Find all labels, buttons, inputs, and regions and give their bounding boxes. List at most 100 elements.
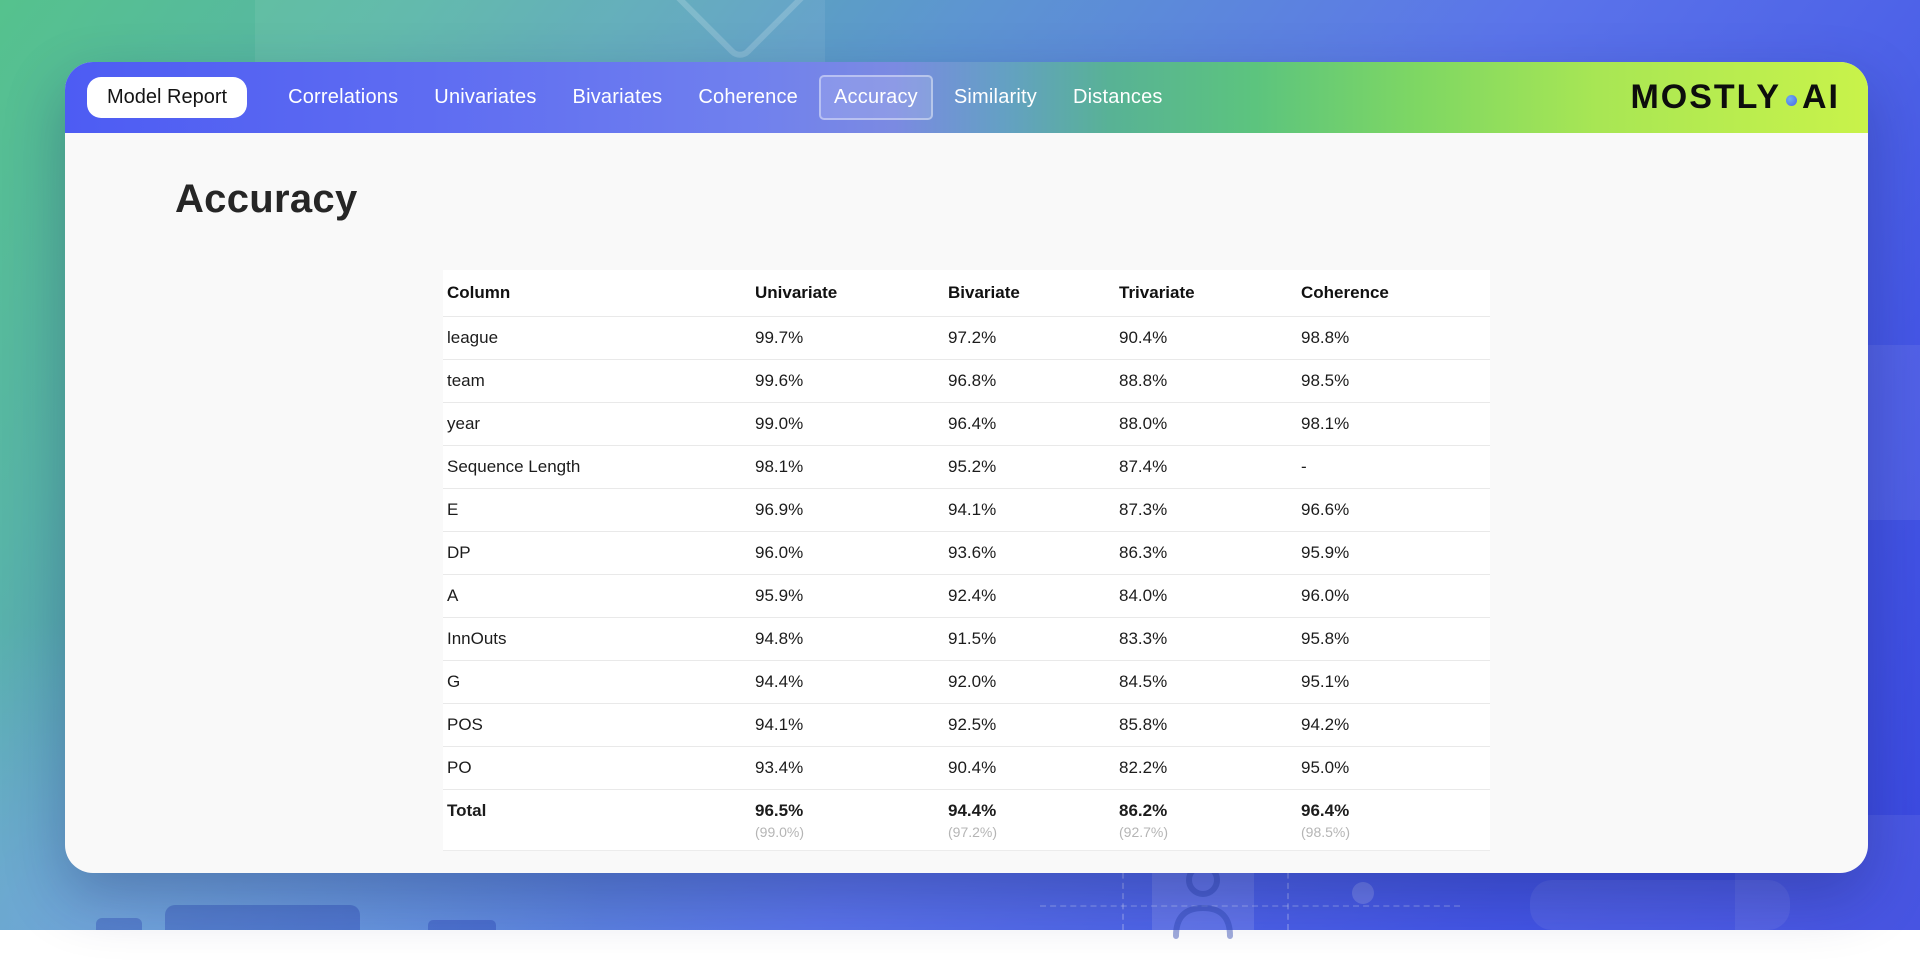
- row-value: 98.1%: [1301, 414, 1350, 433]
- nav-item-accuracy[interactable]: Accuracy: [819, 75, 933, 120]
- row-value: 87.3%: [1119, 500, 1168, 519]
- nav-item-correlations[interactable]: Correlations: [288, 86, 399, 108]
- dashed-grid-line: [1287, 852, 1289, 930]
- row-value: 84.0%: [1119, 586, 1168, 605]
- table-row: DP 96.0% 93.6% 86.3% 95.9%: [443, 532, 1490, 575]
- row-value: 96.6%: [1301, 500, 1350, 519]
- accuracy-table: Column Univariate Bivariate Trivariate C…: [443, 270, 1490, 851]
- row-value: 94.4%: [755, 672, 804, 691]
- table-row: PO 93.4% 90.4% 82.2% 95.0%: [443, 747, 1490, 790]
- nav-items: Correlations Univariates Bivariates Coheren…: [273, 75, 1178, 120]
- total-subvalue: (98.5%): [1301, 824, 1351, 840]
- row-label: G: [447, 672, 461, 691]
- logo-dot-icon: [1786, 95, 1797, 106]
- row-value: 98.1%: [755, 457, 804, 476]
- table-row: InnOuts 94.8% 91.5% 83.3% 95.8%: [443, 618, 1490, 661]
- row-value: 90.4%: [948, 758, 997, 777]
- table-row: E 96.9% 94.1% 87.3% 96.6%: [443, 489, 1490, 532]
- row-value: 99.6%: [755, 371, 804, 390]
- row-value: 85.8%: [1119, 715, 1168, 734]
- row-value: 82.2%: [1119, 758, 1168, 777]
- row-value: 84.5%: [1119, 672, 1168, 691]
- table-header-cell: Bivariate: [948, 283, 1020, 302]
- table-body: league 99.7% 97.2% 90.4% 98.8% team 99.6…: [443, 317, 1490, 790]
- background-icon-hint: [428, 920, 496, 930]
- row-label: E: [447, 500, 459, 519]
- background-mosaic-rect: [1530, 880, 1790, 930]
- row-value: 86.3%: [1119, 543, 1168, 562]
- dashed-grid-line: [1122, 852, 1124, 930]
- row-value: 99.7%: [755, 328, 804, 347]
- row-value: 95.2%: [948, 457, 997, 476]
- row-value: 93.4%: [755, 758, 804, 777]
- row-label: team: [447, 371, 485, 390]
- total-value: 86.2%: [1119, 801, 1168, 820]
- total-subvalue: (97.2%): [948, 824, 998, 840]
- total-label: Total: [447, 801, 487, 820]
- row-label: year: [447, 414, 481, 433]
- row-value: 92.4%: [948, 586, 997, 605]
- report-card: Model Report Correlations Univariates Biva…: [65, 62, 1868, 873]
- nav-item-univariates[interactable]: Univariates: [434, 86, 537, 108]
- table-header-row: Column Univariate Bivariate Trivariate C…: [443, 270, 1490, 317]
- row-value: 96.0%: [1301, 586, 1350, 605]
- row-value: 88.0%: [1119, 414, 1168, 433]
- dashed-grid-line: [1040, 905, 1460, 907]
- row-value: 88.8%: [1119, 371, 1168, 390]
- row-value: 95.9%: [1301, 543, 1350, 562]
- table-row: G 94.4% 92.0% 84.5% 95.1%: [443, 661, 1490, 704]
- table-header-cell: Column: [447, 283, 511, 302]
- row-value: 90.4%: [1119, 328, 1168, 347]
- nav-item-coherence[interactable]: Coherence: [698, 86, 799, 108]
- row-label: DP: [447, 543, 471, 562]
- row-label: PO: [447, 758, 472, 777]
- model-report-badge[interactable]: Model Report: [87, 77, 248, 118]
- row-value: 91.5%: [948, 629, 997, 648]
- table-row: year 99.0% 96.4% 88.0% 98.1%: [443, 403, 1490, 446]
- nav-item-bivariates[interactable]: Bivariates: [572, 86, 663, 108]
- table-header-cell: Univariate: [755, 283, 838, 302]
- logo-text-right: AI: [1802, 78, 1840, 116]
- row-value: 94.2%: [1301, 715, 1350, 734]
- row-label: league: [447, 328, 499, 347]
- report-content: Accuracy Column Univariate Bivariate Tri…: [65, 177, 1868, 851]
- nav-item-distances[interactable]: Distances: [1073, 86, 1163, 108]
- table-row: POS 94.1% 92.5% 85.8% 94.2%: [443, 704, 1490, 747]
- table-total-row: Total 96.5% (99.0%) 94.4% (97.2%) 86.2% (92…: [443, 790, 1490, 851]
- row-value: 95.8%: [1301, 629, 1350, 648]
- row-value: 98.8%: [1301, 328, 1350, 347]
- row-value: 94.1%: [948, 500, 997, 519]
- total-subvalue: (99.0%): [755, 824, 805, 840]
- row-value: 92.0%: [948, 672, 997, 691]
- row-label: InnOuts: [447, 629, 507, 648]
- dot-decoration: [1352, 882, 1374, 904]
- row-label: Sequence Length: [447, 457, 581, 476]
- total-value: 96.4%: [1301, 801, 1350, 820]
- row-label: A: [447, 586, 459, 605]
- row-value: 96.0%: [755, 543, 804, 562]
- row-value: 96.4%: [948, 414, 997, 433]
- row-value: 94.8%: [755, 629, 804, 648]
- row-value: 92.5%: [948, 715, 997, 734]
- table-header-cell: Coherence: [1301, 283, 1389, 302]
- row-value: 95.1%: [1301, 672, 1350, 691]
- row-value: 94.1%: [755, 715, 804, 734]
- table-row: league 99.7% 97.2% 90.4% 98.8%: [443, 317, 1490, 360]
- row-value: 98.5%: [1301, 371, 1350, 390]
- row-value: -: [1301, 457, 1307, 476]
- total-value: 96.5%: [755, 801, 804, 820]
- logo-text-left: MOSTLY: [1630, 78, 1781, 116]
- mostly-ai-logo[interactable]: MOSTLY AI: [1630, 78, 1840, 117]
- total-subvalue: (92.7%): [1119, 824, 1169, 840]
- row-label: POS: [447, 715, 483, 734]
- row-value: 93.6%: [948, 543, 997, 562]
- page-title: Accuracy: [175, 177, 358, 221]
- nav-item-similarity[interactable]: Similarity: [953, 86, 1037, 108]
- row-value: 97.2%: [948, 328, 997, 347]
- table-row: A 95.9% 92.4% 84.0% 96.0%: [443, 575, 1490, 618]
- background-icon-hint: [96, 918, 142, 930]
- row-value: 99.0%: [755, 414, 804, 433]
- navbar: Model Report Correlations Univariates Biva…: [65, 62, 1868, 133]
- row-value: 95.0%: [1301, 758, 1350, 777]
- table-row: team 99.6% 96.8% 88.8% 98.5%: [443, 360, 1490, 403]
